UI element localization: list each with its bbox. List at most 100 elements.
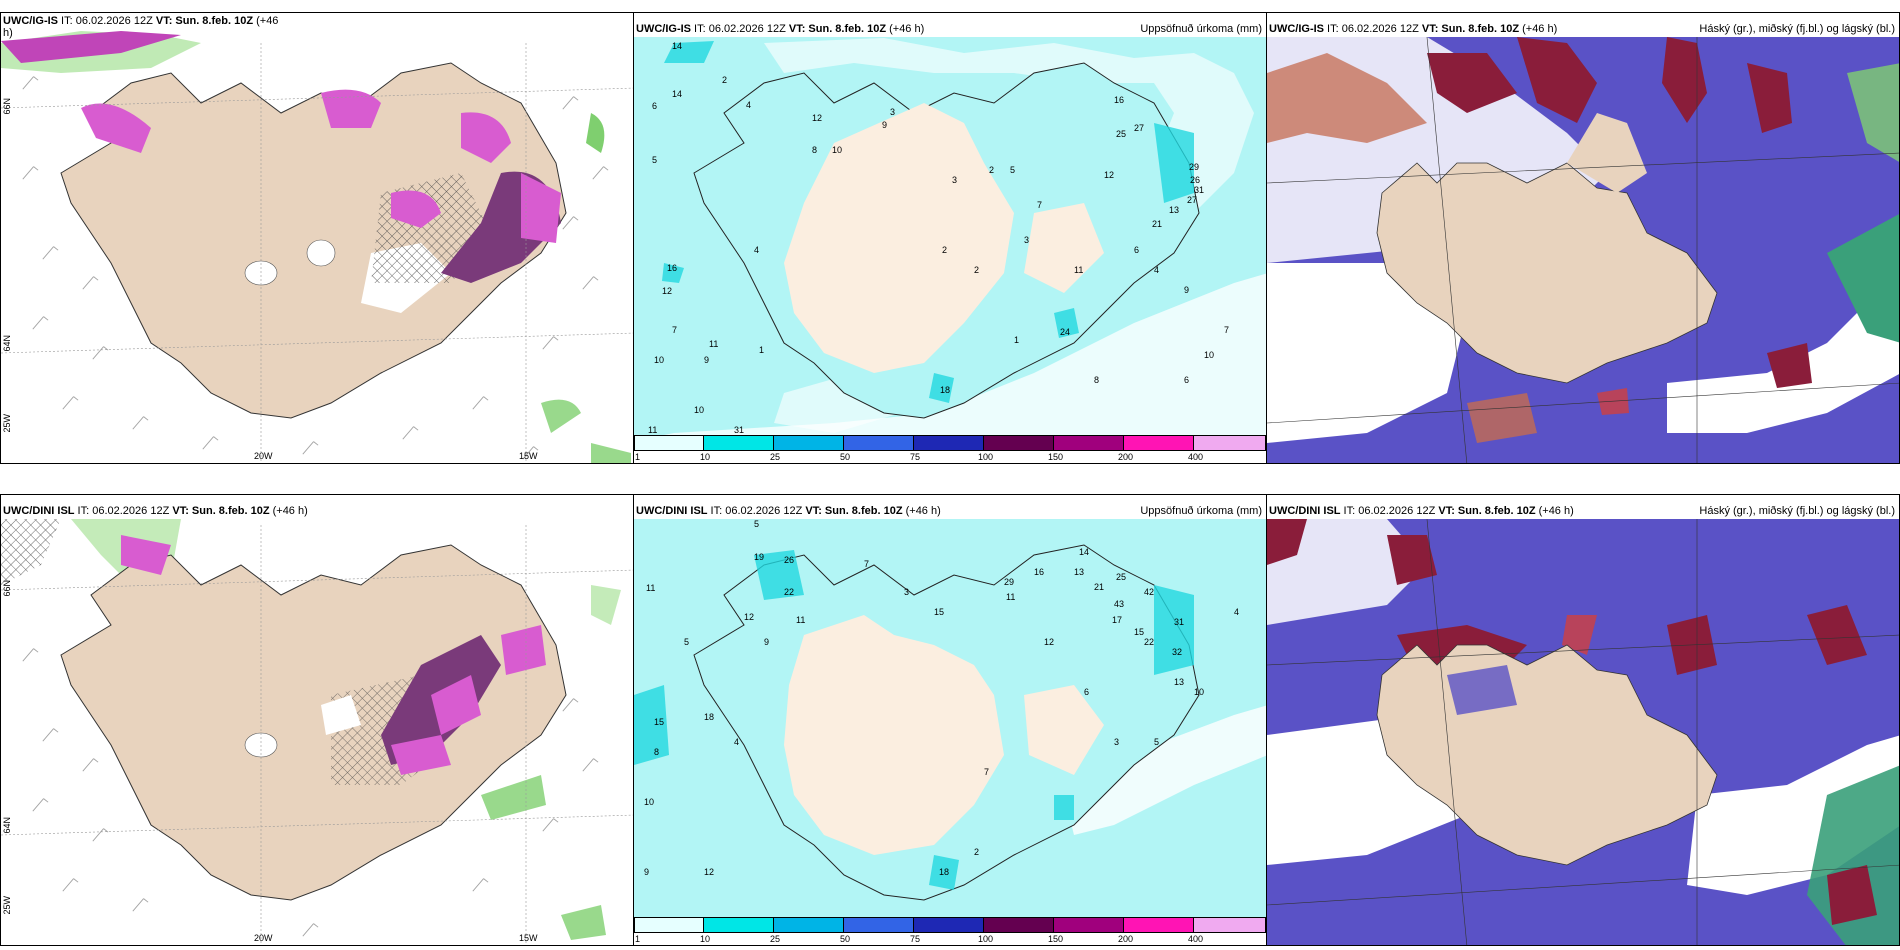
panel-title: UWC/IG-IS IT: 06.02.2026 12Z VT: Sun. 8.… (3, 15, 279, 39)
svg-text:3: 3 (1024, 235, 1029, 245)
colorbar-label: 150 (1048, 452, 1064, 462)
lon-label-25w: 25W (2, 414, 12, 433)
svg-text:7: 7 (1037, 200, 1042, 210)
svg-text:2: 2 (722, 75, 727, 85)
svg-text:26: 26 (1190, 175, 1200, 185)
svg-text:3: 3 (904, 587, 909, 597)
svg-text:6: 6 (652, 101, 657, 111)
lon-label-20w: 20W (254, 451, 273, 461)
lon-label-15w: 15W (519, 451, 538, 461)
colorbar-box-10 (704, 435, 774, 451)
panel-field-label: Uppsöfnuð úrkoma (mm) (1140, 505, 1262, 517)
svg-text:8: 8 (1094, 375, 1099, 385)
svg-text:5: 5 (684, 637, 689, 647)
svg-text:22: 22 (784, 587, 794, 597)
colorbar-label: 100 (978, 452, 994, 462)
svg-text:14: 14 (672, 89, 682, 99)
map-panel-dini-cloud-cover: UWC/DINI ISL IT: 06.02.2026 12Z VT: Sun.… (1266, 494, 1900, 946)
panel-title: UWC/IG-IS IT: 06.02.2026 12Z VT: Sun. 8.… (1269, 23, 1558, 35)
map-canvas[interactable] (1267, 13, 1900, 464)
svg-text:11: 11 (709, 339, 718, 349)
precip-colorbar: 1 10 25 50 75 100 150 200 400 (634, 917, 1266, 945)
colorbar-box-200 (1124, 917, 1194, 933)
colorbar-label: 75 (910, 452, 921, 462)
svg-text:25: 25 (1116, 129, 1126, 139)
map-panel-ig-is-precip-type: UWC/IG-IS IT: 06.02.2026 12Z VT: Sun. 8.… (0, 12, 634, 464)
map-canvas[interactable] (1267, 495, 1900, 946)
svg-text:18: 18 (939, 867, 949, 877)
svg-text:9: 9 (1184, 285, 1189, 295)
svg-text:5: 5 (754, 519, 759, 529)
map-canvas[interactable] (1, 13, 634, 464)
colorbar-label: 50 (840, 934, 851, 944)
svg-text:4: 4 (754, 245, 759, 255)
colorbar-box-50 (844, 435, 914, 451)
svg-text:32: 32 (1172, 647, 1182, 657)
svg-text:2: 2 (942, 245, 947, 255)
svg-text:17: 17 (1112, 615, 1122, 625)
svg-text:3: 3 (890, 107, 895, 117)
svg-text:13: 13 (1074, 567, 1084, 577)
colorbar-box-100 (984, 917, 1054, 933)
svg-text:10: 10 (1204, 350, 1214, 360)
svg-text:13: 13 (1174, 677, 1184, 687)
colorbar-box-400 (1194, 435, 1266, 451)
lat-label-64n: 64N (2, 335, 12, 352)
colorbar-box-25 (774, 435, 844, 451)
svg-text:9: 9 (704, 355, 709, 365)
lat-label-66n: 66N (2, 580, 12, 597)
svg-text:21: 21 (1152, 219, 1162, 229)
colorbar-box-200 (1124, 435, 1194, 451)
colorbar-label: 1 (635, 452, 641, 462)
svg-text:11: 11 (796, 615, 805, 625)
svg-text:31: 31 (734, 425, 744, 435)
svg-text:15: 15 (654, 717, 664, 727)
svg-text:4: 4 (746, 100, 751, 110)
svg-text:14: 14 (1079, 547, 1089, 557)
svg-text:6: 6 (1184, 375, 1189, 385)
svg-text:31: 31 (1194, 185, 1204, 195)
svg-text:4: 4 (1154, 265, 1159, 275)
map-canvas[interactable] (1, 495, 634, 946)
panel-field-label: Háský (gr.), miðský (fj.bl.) og lágský (… (1699, 505, 1895, 517)
svg-text:43: 43 (1114, 599, 1124, 609)
svg-text:1: 1 (1014, 335, 1019, 345)
svg-text:26: 26 (784, 555, 794, 565)
colorbar-box-1 (634, 435, 704, 451)
svg-text:4: 4 (1234, 607, 1239, 617)
svg-text:29: 29 (1189, 162, 1199, 172)
svg-text:25: 25 (1116, 572, 1126, 582)
lon-label-20w: 20W (254, 933, 273, 943)
panel-field-label: Uppsöfnuð úrkoma (mm) (1140, 23, 1262, 35)
svg-text:11: 11 (646, 583, 655, 593)
svg-text:10: 10 (1194, 687, 1204, 697)
svg-text:15: 15 (934, 607, 944, 617)
svg-text:12: 12 (812, 113, 822, 123)
svg-text:18: 18 (940, 385, 950, 395)
svg-text:1: 1 (759, 345, 764, 355)
svg-text:6: 6 (1084, 687, 1089, 697)
svg-text:9: 9 (764, 637, 769, 647)
colorbar-label: 10 (700, 934, 711, 944)
colorbar-box-1 (634, 917, 704, 933)
svg-text:7: 7 (864, 559, 869, 569)
precip-colorbar: 1 10 25 50 75 100 150 200 400 (634, 435, 1266, 463)
lat-label-64n: 64N (2, 817, 12, 834)
colorbar-box-100 (984, 435, 1054, 451)
colorbar-label: 50 (840, 452, 851, 462)
colorbar-label: 25 (770, 934, 781, 944)
svg-text:42: 42 (1144, 587, 1154, 597)
svg-text:12: 12 (1104, 170, 1114, 180)
panel-title: UWC/DINI ISL IT: 06.02.2026 12Z VT: Sun.… (1269, 505, 1574, 517)
svg-text:2: 2 (989, 165, 994, 175)
svg-text:21: 21 (1094, 582, 1104, 592)
map-panel-ig-is-cloud-cover: UWC/IG-IS IT: 06.02.2026 12Z VT: Sun. 8.… (1266, 12, 1900, 464)
colorbar-label: 200 (1118, 934, 1134, 944)
svg-text:10: 10 (644, 797, 654, 807)
colorbar-label: 400 (1188, 934, 1204, 944)
svg-text:6: 6 (1134, 245, 1139, 255)
svg-text:16: 16 (1034, 567, 1044, 577)
